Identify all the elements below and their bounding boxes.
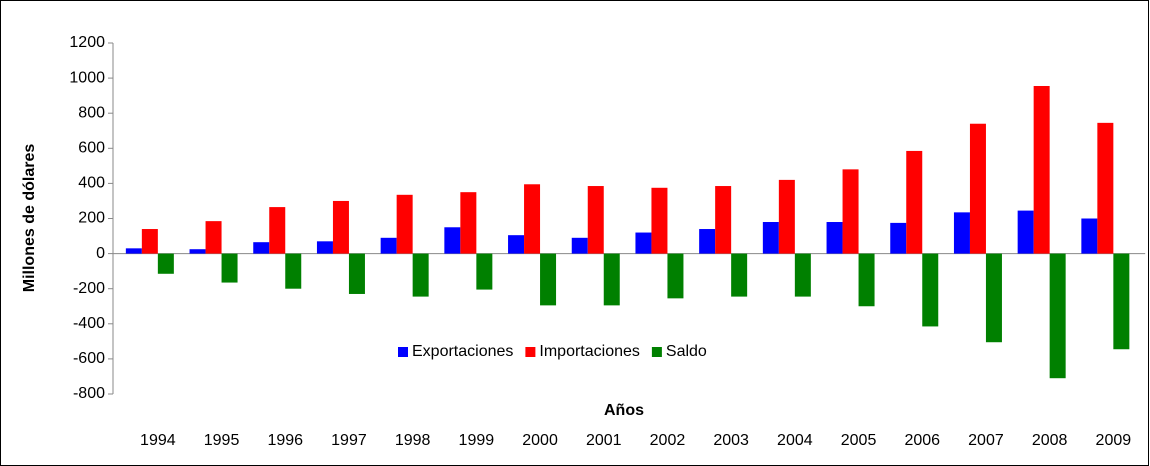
bar bbox=[969, 123, 986, 254]
bar bbox=[826, 222, 843, 254]
bar bbox=[348, 253, 365, 294]
legend-label: Exportaciones bbox=[412, 343, 513, 360]
bar bbox=[635, 232, 652, 254]
x-tick-label: 1995 bbox=[204, 432, 240, 449]
bar bbox=[731, 253, 748, 297]
x-tick-label: 2002 bbox=[650, 432, 686, 449]
x-tick-label: 2000 bbox=[522, 432, 558, 449]
bar bbox=[699, 229, 716, 254]
x-tick-label: 1999 bbox=[459, 432, 495, 449]
bar bbox=[762, 222, 779, 254]
x-tick-label: 1994 bbox=[140, 432, 176, 449]
x-tick-label: 1996 bbox=[267, 432, 303, 449]
y-tick-label: 400 bbox=[78, 175, 105, 192]
x-tick-label: 1997 bbox=[331, 432, 367, 449]
bar bbox=[125, 248, 142, 254]
y-tick-label: -400 bbox=[73, 315, 105, 332]
bar bbox=[253, 242, 270, 254]
bar bbox=[460, 192, 477, 254]
bar bbox=[794, 253, 811, 297]
bar bbox=[906, 150, 923, 254]
bar bbox=[715, 186, 732, 254]
bar bbox=[476, 253, 493, 290]
bar bbox=[444, 227, 461, 254]
x-tick-label: 2001 bbox=[586, 432, 622, 449]
bar bbox=[316, 241, 333, 254]
bar bbox=[778, 179, 795, 254]
x-tick-label: 2005 bbox=[841, 432, 877, 449]
x-tick-label: 2003 bbox=[713, 432, 749, 449]
bar bbox=[922, 253, 939, 327]
x-tick-label: 2004 bbox=[777, 432, 813, 449]
x-tick-label: 2009 bbox=[1096, 432, 1132, 449]
x-tick-label: 2007 bbox=[968, 432, 1004, 449]
bar bbox=[571, 237, 588, 254]
y-tick-label: 1200 bbox=[69, 34, 105, 51]
bar bbox=[540, 253, 557, 306]
bar bbox=[269, 207, 286, 254]
y-tick-label: 0 bbox=[96, 245, 105, 262]
bar bbox=[890, 222, 907, 254]
bar bbox=[985, 253, 1002, 343]
bar bbox=[1049, 253, 1066, 379]
legend-swatch bbox=[651, 347, 662, 357]
bar bbox=[380, 237, 397, 254]
bar bbox=[587, 186, 604, 254]
x-tick-label: 2008 bbox=[1032, 432, 1068, 449]
bar bbox=[412, 253, 429, 297]
legend-label: Importaciones bbox=[539, 343, 640, 360]
legend-label: Saldo bbox=[666, 343, 707, 360]
bar bbox=[651, 187, 668, 254]
bar bbox=[205, 221, 222, 254]
y-tick-label: 200 bbox=[78, 210, 105, 227]
bar bbox=[189, 249, 206, 254]
bar bbox=[157, 253, 174, 274]
x-tick-label: 1998 bbox=[395, 432, 431, 449]
bar bbox=[842, 169, 859, 254]
bar bbox=[953, 212, 970, 254]
legend-swatch bbox=[525, 347, 536, 357]
bar bbox=[396, 194, 413, 254]
bar bbox=[285, 253, 302, 289]
bar bbox=[603, 253, 620, 306]
x-tick-label: 2006 bbox=[904, 432, 940, 449]
y-tick-label: 1000 bbox=[69, 69, 105, 86]
y-tick-label: -200 bbox=[73, 280, 105, 297]
bar bbox=[524, 184, 541, 254]
bar bbox=[508, 235, 525, 254]
bar bbox=[332, 200, 349, 254]
bar bbox=[858, 253, 875, 307]
legend-swatch bbox=[398, 347, 408, 357]
bar bbox=[221, 253, 238, 283]
y-axis-label: Millones de dólares bbox=[21, 144, 38, 293]
bar bbox=[667, 253, 684, 299]
y-tick-label: 600 bbox=[78, 140, 105, 157]
bar bbox=[1017, 210, 1034, 254]
x-axis-label: Años bbox=[604, 402, 644, 419]
bar bbox=[141, 229, 158, 254]
bar bbox=[1097, 122, 1114, 254]
bar bbox=[1113, 253, 1130, 350]
y-tick-label: -800 bbox=[73, 385, 105, 402]
y-tick-label: 800 bbox=[78, 104, 105, 121]
y-tick-label: -600 bbox=[73, 350, 105, 367]
bar bbox=[1033, 85, 1050, 254]
bar bbox=[1081, 218, 1098, 254]
